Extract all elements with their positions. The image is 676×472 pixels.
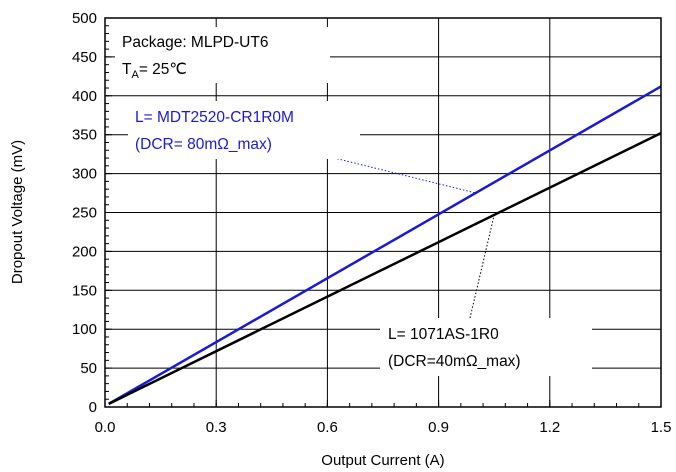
series-label-blue-line2: (DCR= 80mΩ_max) [135, 136, 272, 153]
y-tick-label: 450 [72, 49, 97, 66]
package-label: Package: MLPD-UT6 [122, 34, 268, 51]
y-tick-label: 300 [72, 166, 97, 183]
x-axis-label: Output Current (A) [321, 452, 444, 469]
black-label-box [380, 318, 592, 376]
x-tick-label: 0.3 [206, 419, 227, 436]
blue-label-box [128, 101, 360, 159]
series-line-1 [108, 132, 662, 406]
y-tick-label: 400 [72, 88, 97, 105]
leader-line-black [469, 214, 495, 319]
series-label-black-line2: (DCR=40mΩ_max) [388, 353, 521, 370]
y-tick-label: 150 [72, 282, 97, 299]
x-tick-label: 1.2 [539, 419, 560, 436]
x-tick-label: 0.9 [428, 419, 449, 436]
x-tick-label: 0.0 [95, 419, 116, 436]
y-tick-label: 200 [72, 243, 97, 260]
x-tick-label: 0.6 [317, 419, 338, 436]
plot-frame [104, 17, 662, 408]
y-tick-label: 500 [72, 10, 97, 27]
y-axis-label: Dropout Voltage (mV) [9, 140, 26, 284]
x-tick-label: 1.5 [651, 419, 672, 436]
conditions-box [115, 27, 330, 83]
series-label-black-line1: L= 1071AS-1R0 [388, 326, 499, 343]
y-tick-label: 50 [80, 360, 97, 377]
axis-ticks: 0.0 0.3 0.6 0.9 1.2 1.5 0 50 100 150 200 250 300 350 4… [72, 10, 671, 436]
y-tick-label: 350 [72, 127, 97, 144]
y-tick-label: 0 [89, 399, 97, 416]
series-line-0 [108, 85, 662, 405]
series-group [108, 85, 662, 406]
series-label-blue-line1: L= MDT2520-CR1R0M [135, 109, 294, 126]
y-tick-label: 250 [72, 205, 97, 222]
y-tick-label: 100 [72, 321, 97, 338]
temperature-label: TA= 25℃ [122, 61, 187, 81]
